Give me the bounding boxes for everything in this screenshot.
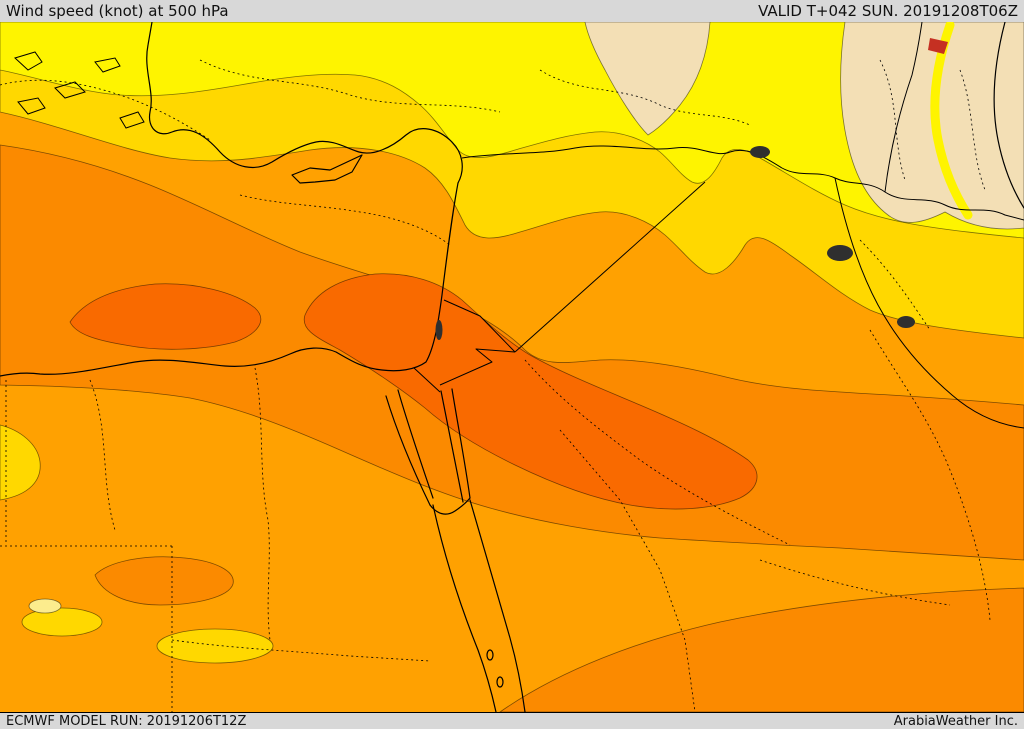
egypt-internal-lines xyxy=(89,367,271,641)
coast-red-sea-west xyxy=(432,504,497,712)
island xyxy=(14,51,43,71)
border-iraq-saudi xyxy=(514,181,706,353)
lake-urmia xyxy=(827,245,853,261)
wind-band-red-orange-core-west xyxy=(69,283,261,350)
red-sea-islet-2 xyxy=(496,676,504,688)
border-libya-egypt-sudan xyxy=(0,380,173,712)
saudi-internal-line-1 xyxy=(524,359,791,546)
turkey-internal-lines xyxy=(199,59,751,126)
map-footer: ECMWF MODEL RUN: 20191206T12Z ArabiaWeat… xyxy=(0,712,1024,729)
wind-band-beige-west xyxy=(584,22,711,136)
model-run-label: ECMWF MODEL RUN: 20191206T12Z xyxy=(6,713,247,729)
border-iraq-iran xyxy=(834,177,1024,429)
maritime-dotted-lines xyxy=(0,79,451,246)
attribution-label: ArabiaWeather Inc. xyxy=(893,713,1018,729)
border-iran-north xyxy=(884,22,923,193)
lake-van xyxy=(750,146,770,158)
border-egypt-sudan xyxy=(171,639,431,662)
coast-aegean-turkey xyxy=(146,22,463,184)
yellow-vein-in-beige xyxy=(930,22,973,220)
wind-band-gold-west-edge-blob xyxy=(0,424,41,501)
wind-band-yellow xyxy=(0,22,1024,239)
coast-red-sea-east xyxy=(469,499,526,712)
coast-gulf-of-aqaba-west xyxy=(440,390,464,503)
coast-cyprus-island xyxy=(291,154,363,184)
map-title: Wind speed (knot) at 500 hPa xyxy=(6,2,229,20)
country-borders xyxy=(413,22,1024,429)
dashed-borders xyxy=(0,59,991,712)
coast-levant-egypt xyxy=(0,182,459,377)
coast-sinai-tip xyxy=(429,497,471,515)
wind-band-dark-orange-southwest-blob xyxy=(94,556,234,606)
iran-internal-lines xyxy=(859,59,986,331)
island xyxy=(94,57,121,73)
wind-band-pale-yellow-spot xyxy=(28,598,62,614)
coastlines xyxy=(0,22,1024,712)
island xyxy=(54,81,86,99)
red-sea-islet-1 xyxy=(486,649,494,661)
map-header: Wind speed (knot) at 500 hPa VALID T+042… xyxy=(0,0,1024,22)
lake-east xyxy=(897,316,915,328)
wind-band-dark-orange-southeast xyxy=(499,587,1024,712)
border-turkey-south xyxy=(461,145,1024,221)
coast-caspian-edge xyxy=(993,22,1024,209)
wind-band-red-orange-core-central xyxy=(303,273,758,510)
coast-gulf-of-aqaba-east xyxy=(451,388,471,499)
border-egypt-israel xyxy=(413,367,441,393)
wind-map-svg xyxy=(0,22,1024,712)
lakes xyxy=(435,146,915,340)
red-region-marker xyxy=(928,38,948,54)
border-syria-jordan xyxy=(443,299,516,353)
coast-gulf-of-suez-east xyxy=(397,389,434,499)
border-jordan-saudi xyxy=(439,348,516,386)
aegean-islands xyxy=(14,51,145,129)
dead-sea xyxy=(435,320,443,340)
wind-band-gold-oval-1 xyxy=(21,607,103,637)
coast-gulf-of-suez-west xyxy=(385,395,431,506)
island xyxy=(17,97,46,115)
map-canvas xyxy=(0,22,1024,712)
saudi-internal-line-2 xyxy=(559,429,696,712)
island xyxy=(119,111,145,129)
saudi-internal-line-3 xyxy=(759,329,991,621)
wind-band-gold-oval-2 xyxy=(156,628,274,664)
valid-time-label: VALID T+042 SUN. 20191208T06Z xyxy=(758,2,1018,20)
